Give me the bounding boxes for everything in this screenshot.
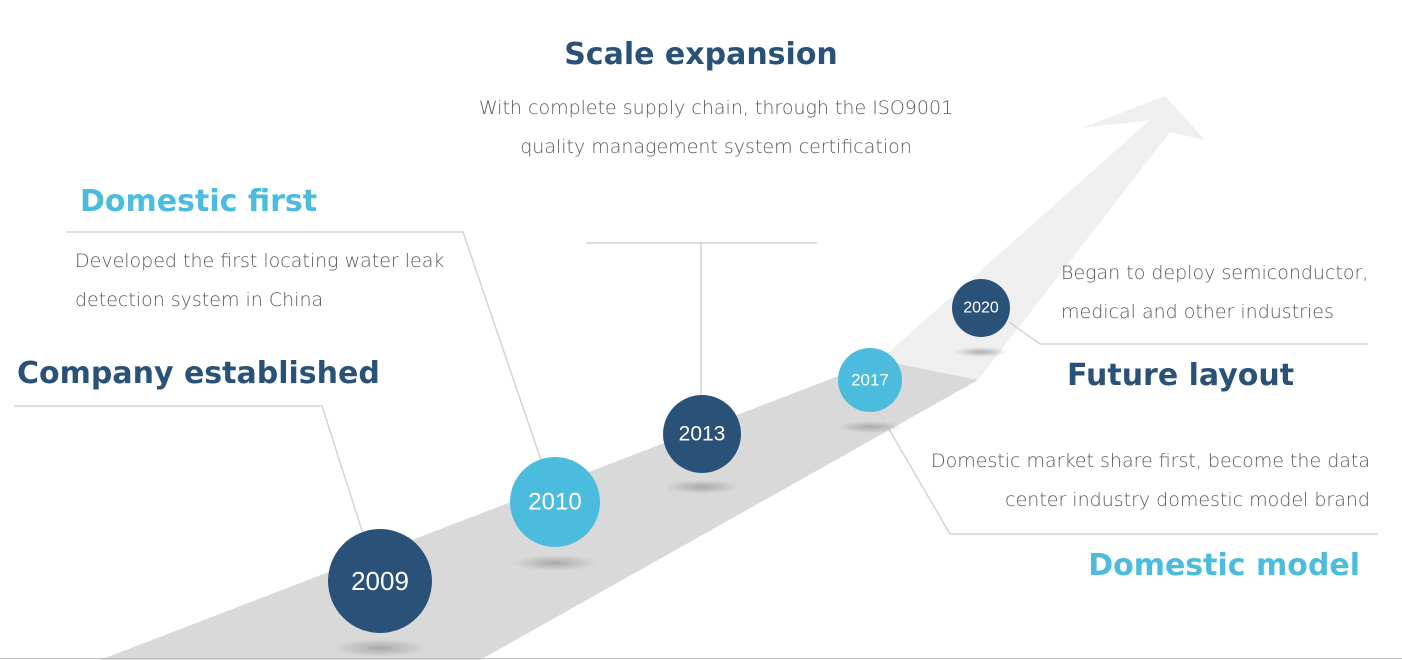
year-circle-2017 bbox=[838, 348, 902, 412]
connector-2020 bbox=[1008, 321, 1368, 345]
milestone-desc-2010: Developed the first locating water leak … bbox=[75, 250, 445, 311]
year-label-2010: 2010 bbox=[528, 489, 581, 516]
connector-2017 bbox=[871, 399, 1378, 535]
year-label-2020: 2020 bbox=[963, 300, 999, 317]
year-circle-2013 bbox=[663, 395, 741, 473]
shadow-2020 bbox=[954, 347, 1008, 357]
milestone-title-2010: Domestic first bbox=[80, 184, 318, 219]
milestone-desc-2013: With complete supply chain, through the … bbox=[478, 97, 954, 158]
connector-2010 bbox=[66, 231, 543, 464]
milestone-desc-2020: Began to deploy semiconductor, medical a… bbox=[1061, 262, 1369, 323]
shadow-2009 bbox=[332, 639, 428, 657]
year-circle-2010 bbox=[510, 457, 600, 547]
milestone-desc-2017: Domestic market share first, become the … bbox=[930, 450, 1370, 511]
shadow-2017 bbox=[837, 421, 903, 433]
year-label-2009: 2009 bbox=[351, 566, 409, 596]
year-circle-2020 bbox=[952, 279, 1010, 337]
year-circle-2009 bbox=[328, 529, 432, 633]
year-label-2017: 2017 bbox=[851, 371, 889, 390]
shadow-2010 bbox=[513, 555, 597, 571]
year-label-2013: 2013 bbox=[679, 423, 726, 446]
connector-2009 bbox=[14, 405, 366, 541]
milestone-title-2020: Future layout bbox=[1067, 358, 1295, 393]
milestone-title-2009: Company established bbox=[17, 356, 380, 391]
milestone-title-2017: Domestic model bbox=[1088, 548, 1360, 583]
shadow-2013 bbox=[664, 480, 740, 494]
milestone-title-2013: Scale expansion bbox=[564, 37, 838, 72]
